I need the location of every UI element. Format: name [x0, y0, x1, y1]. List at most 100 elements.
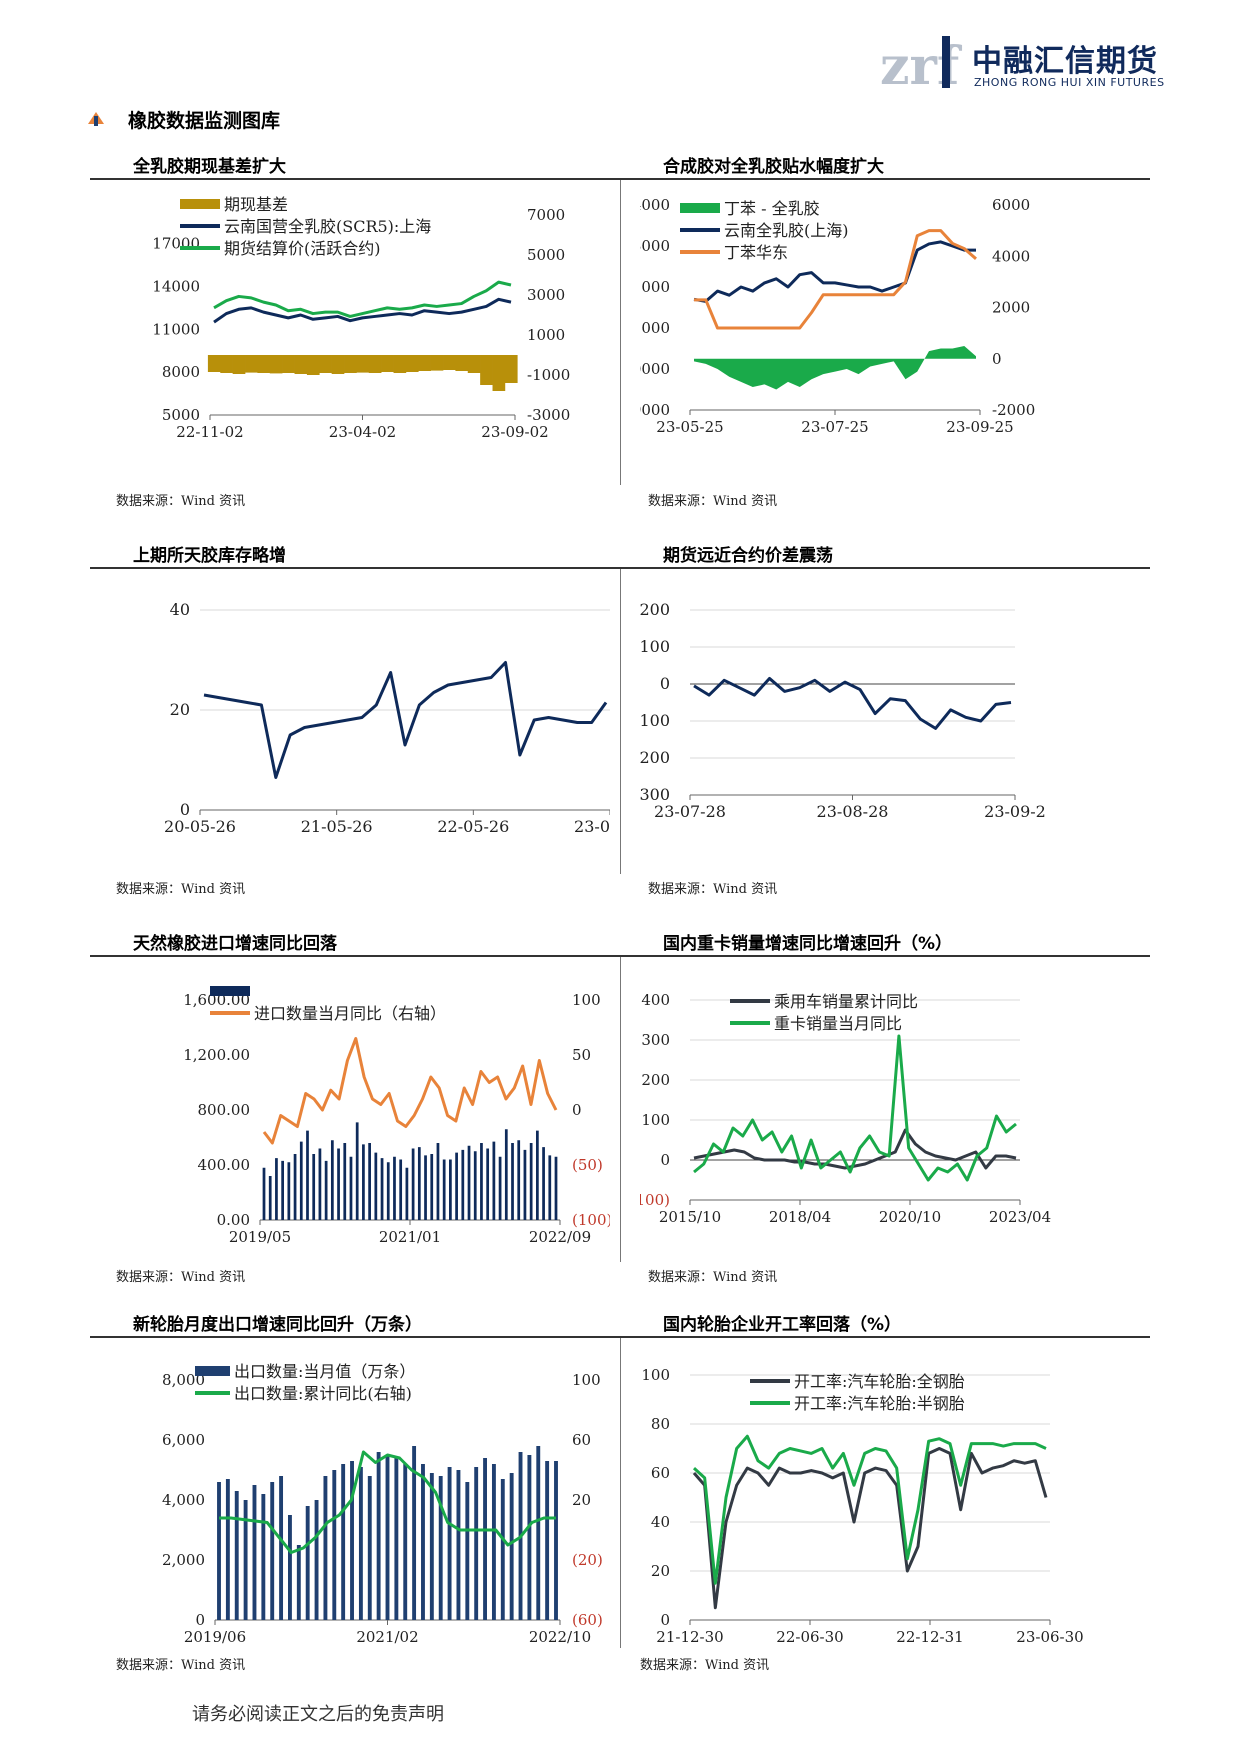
bar — [269, 355, 283, 374]
y-right-tick-label: 20 — [572, 1491, 591, 1509]
legend-label: 开工率:汽车轮胎:全钢胎 — [794, 1372, 965, 1391]
panel-title-7: 新轮胎月度出口增速同比回升（万条） — [133, 1315, 422, 1335]
y-right-tick-label: 3000 — [527, 286, 565, 304]
bar — [504, 355, 518, 383]
legend-swatch — [680, 203, 720, 213]
x-tick-label: 2022/09 — [529, 1228, 591, 1245]
bar — [393, 355, 407, 373]
y-right-tick-label: 4000 — [992, 247, 1030, 265]
bar — [252, 1485, 257, 1620]
bar — [268, 1176, 272, 1220]
y-right-tick-label: 2000 — [992, 299, 1030, 317]
series-line — [693, 676, 1012, 730]
bar — [483, 1458, 487, 1620]
x-tick-label: 23-05-26 — [574, 817, 610, 836]
series-line — [692, 1447, 1048, 1610]
x-tick-label: 23-07-28 — [654, 802, 726, 821]
bar — [349, 1156, 353, 1220]
bar — [368, 355, 382, 373]
bar — [319, 355, 332, 373]
bar — [492, 1141, 496, 1220]
bar — [449, 1159, 452, 1220]
y-tick-label: -300 — [640, 785, 670, 804]
footer-disclaimer: 请务必阅读正文之后的免责声明 — [192, 1704, 444, 1725]
bar — [337, 1148, 340, 1220]
y-tick-label: 11000 — [640, 319, 670, 337]
bar — [509, 1473, 514, 1620]
y-tick-label: 0.00 — [217, 1211, 250, 1229]
legend-label: 出口数量:累计同比(右轴) — [234, 1384, 412, 1403]
y-right-tick-label: -3000 — [527, 406, 570, 424]
y-tick-label: 8,000 — [162, 1371, 205, 1389]
bar — [355, 1122, 359, 1220]
bar — [368, 1143, 371, 1220]
y-right-tick-label: 6000 — [992, 196, 1030, 214]
bar — [344, 355, 357, 373]
x-tick-label: 2019/05 — [229, 1228, 291, 1245]
bar — [232, 355, 246, 374]
panel-title-8: 国内轮胎企业开工率回落（%） — [663, 1315, 902, 1335]
bar — [314, 1500, 319, 1620]
chart-operating-rate: 0 20 40 60 80 100 21-12-30 22-06-30 22-12-31 23-0… — [641, 1366, 1083, 1645]
bar — [417, 1147, 421, 1220]
y-tick-label: 100 — [641, 1366, 670, 1384]
y-tick-label: -100 — [640, 711, 670, 730]
x-tick-label: 23-05-25 — [656, 418, 723, 436]
y-right-tick-label: 50 — [572, 1046, 591, 1064]
y-tick-label: 400 — [641, 991, 670, 1009]
bar — [442, 1159, 446, 1220]
y-right-tick-label: -1000 — [527, 366, 570, 384]
bar — [436, 1143, 440, 1220]
bar — [467, 355, 481, 373]
source-note-7: 数据来源：Wind 资讯 — [116, 1658, 246, 1673]
series-line — [213, 280, 512, 318]
x-tick-label: 23-09-25 — [946, 418, 1013, 436]
bar — [376, 1452, 381, 1620]
divider — [90, 178, 1150, 180]
panel-title-5: 天然橡胶进口增速同比回落 — [133, 934, 337, 954]
y-tick-label: 12000 — [640, 278, 670, 296]
bar — [498, 1156, 502, 1220]
source-note-1: 数据来源：Wind 资讯 — [116, 494, 246, 509]
series-line — [694, 229, 977, 330]
series-area — [694, 345, 976, 390]
y-tick-label: 10000 — [640, 360, 670, 378]
x-tick-label: 22-11-02 — [176, 423, 243, 441]
legend-label: 重卡销量当月同比 — [774, 1014, 902, 1033]
bar — [438, 1476, 443, 1620]
bar — [511, 1143, 514, 1220]
bar — [385, 1455, 390, 1620]
bar — [306, 1130, 309, 1220]
bar — [529, 1143, 533, 1220]
bar — [324, 1160, 328, 1220]
bar — [517, 1140, 521, 1220]
x-tick-label: 22-05-26 — [437, 817, 509, 836]
y-tick-label: 1,200.00 — [183, 1046, 250, 1064]
x-tick-label: 2021/01 — [379, 1228, 441, 1245]
bar — [480, 355, 493, 385]
y-right-tick-label: (100) — [572, 1211, 610, 1229]
y-right-tick-label: 100 — [572, 991, 601, 1009]
y-tick-label: (100) — [640, 1191, 670, 1209]
bar — [430, 1154, 434, 1220]
bar — [455, 1152, 458, 1220]
divider — [90, 955, 1150, 957]
bar — [474, 1467, 479, 1620]
section-title: 橡胶数据监测图库 — [128, 110, 281, 132]
bar — [343, 1143, 347, 1220]
bar — [430, 355, 444, 371]
bar — [362, 1144, 365, 1220]
bar — [288, 1515, 292, 1620]
series-line — [262, 1037, 558, 1145]
bar — [261, 1494, 266, 1620]
divider — [620, 569, 621, 874]
bar — [424, 1155, 427, 1220]
y-right-tick-label: 0 — [572, 1101, 582, 1119]
company-name-en: ZHONG RONG HUI XIN FUTURES — [974, 76, 1165, 89]
y-tick-label: 4,000 — [162, 1491, 205, 1509]
bar — [374, 1152, 378, 1220]
x-tick-label: 23-08-28 — [817, 802, 889, 821]
bar — [318, 1148, 322, 1220]
y-tick-label: 5000 — [162, 406, 200, 424]
x-tick-label: 2020/10 — [879, 1208, 941, 1226]
